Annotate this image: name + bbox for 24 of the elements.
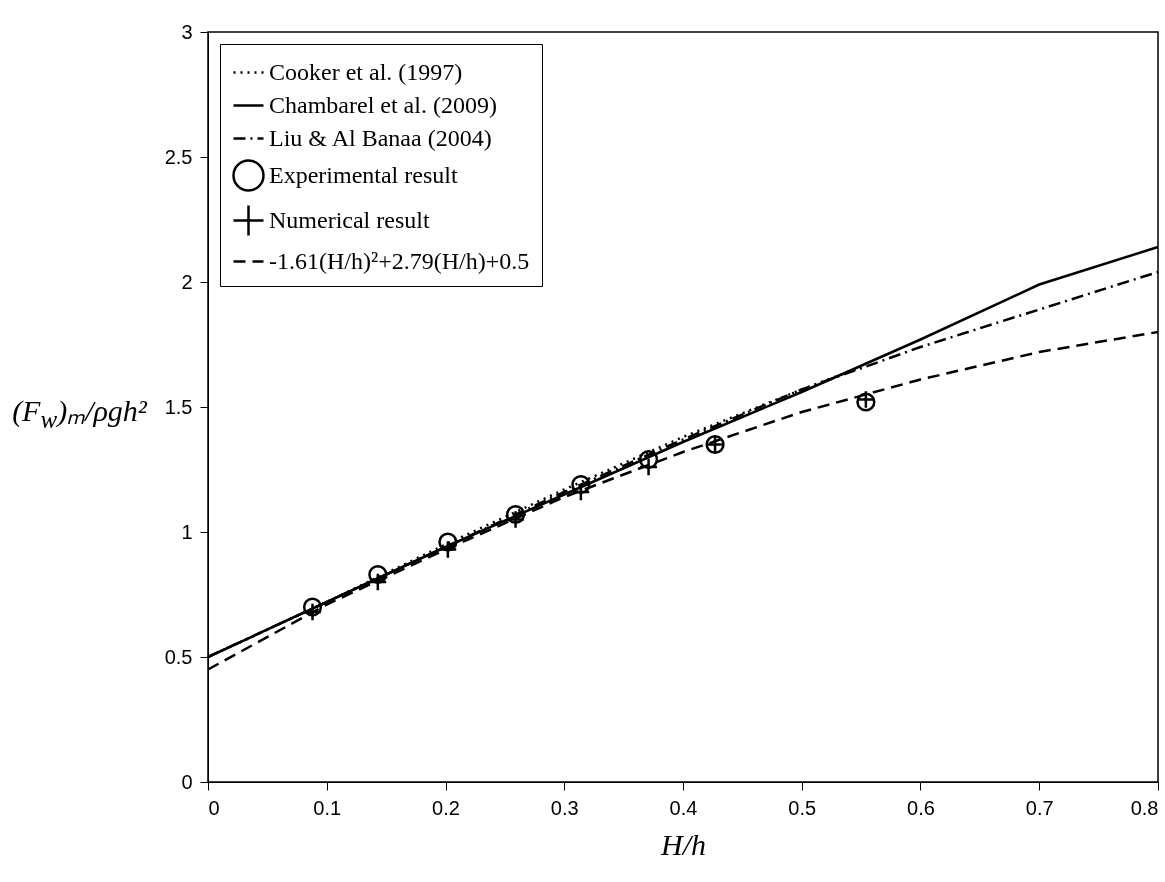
x-tick-label: 0.6 bbox=[907, 796, 935, 819]
x-tick-label: 0.1 bbox=[313, 796, 342, 819]
x-tick-label: 0.8 bbox=[1130, 796, 1159, 819]
legend-label: Experimental result bbox=[269, 161, 458, 188]
y-tick-label: 3 bbox=[181, 20, 193, 43]
legend-label: Liu & Al Banaa (2004) bbox=[269, 124, 492, 151]
y-tick-label: 0 bbox=[181, 770, 193, 793]
y-tick-label: 2 bbox=[181, 270, 193, 293]
x-tick-label: 0.7 bbox=[1025, 796, 1054, 819]
y-tick-label: 1.5 bbox=[164, 395, 193, 418]
x-tick-label: 0 bbox=[208, 796, 220, 819]
y-tick-label: 0.5 bbox=[164, 645, 193, 668]
y-tick-label: 2.5 bbox=[164, 145, 193, 168]
y-axis-title: (F$_{w}$)ₘ/ρgh² bbox=[11, 392, 148, 434]
x-axis-title: H/h bbox=[660, 827, 706, 861]
legend-label: Numerical result bbox=[269, 206, 430, 233]
x-tick-label: 0.5 bbox=[788, 796, 817, 819]
x-tick-label: 0.4 bbox=[669, 796, 698, 819]
legend-label: Cooker et al. (1997) bbox=[269, 58, 463, 85]
legend-label: Chambarel et al. (2009) bbox=[269, 91, 497, 118]
x-tick-label: 0.2 bbox=[432, 796, 460, 819]
legend-label: -1.61(H/h)²+2.79(H/h)+0.5 bbox=[269, 247, 530, 274]
y-tick-label: 1 bbox=[181, 520, 193, 543]
x-tick-label: 0.3 bbox=[550, 796, 579, 819]
